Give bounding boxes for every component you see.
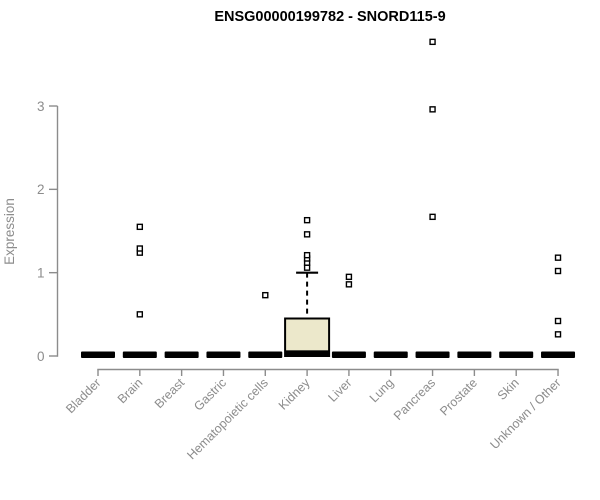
median-line [331, 351, 366, 358]
median-line [415, 351, 450, 358]
outlier-point [429, 38, 436, 46]
x-tick-label: Unknown / Other [487, 376, 563, 452]
outlier-point [303, 231, 311, 238]
outlier-point [429, 213, 436, 221]
x-tick-label: Hematopoietic cells [184, 376, 271, 463]
median-line [122, 351, 157, 358]
outlier-point [303, 251, 311, 259]
outlier-point [136, 245, 144, 252]
x-tick-label: Pancreas [391, 376, 438, 423]
box [284, 317, 331, 357]
x-tick-label: Prostate [437, 376, 480, 419]
outlier-point [554, 267, 562, 275]
y-tick-label: 2 [37, 182, 45, 197]
y-tick-label: 0 [37, 349, 45, 364]
outlier-point [554, 254, 562, 261]
outlier-point [136, 311, 144, 318]
chart-title: ENSG00000199782 - SNORD115-9 [214, 9, 445, 25]
outlier-point [554, 317, 562, 325]
outlier-point [136, 223, 144, 231]
median-line [457, 351, 492, 358]
y-axis-title: Expression [2, 198, 17, 265]
median-line [248, 351, 283, 358]
x-tick-label: Lung [367, 376, 397, 406]
median-line [81, 351, 115, 358]
outlier-point [554, 331, 562, 338]
median-line [373, 351, 408, 358]
median-line [164, 351, 199, 358]
outlier-point [429, 106, 436, 113]
x-tick-label: Brain [115, 376, 146, 407]
median-line [499, 351, 534, 358]
median-line [206, 351, 241, 358]
plot-area: 0 1 2 3 Bladder Brain Breast GastricHematopoiet… [37, 38, 576, 463]
x-tick-label: Gastric [191, 376, 229, 414]
outlier-point [303, 216, 311, 224]
outlier-point [345, 281, 353, 288]
x-tick-label: Bladder [63, 376, 103, 416]
y-tick-label: 3 [37, 99, 45, 114]
y-tick-label: 1 [37, 265, 45, 280]
x-tick-label: Skin [495, 376, 522, 403]
x-tick-label: Liver [325, 376, 354, 405]
median-line [541, 351, 576, 358]
outlier-point [345, 273, 353, 281]
x-tick-label: Breast [152, 375, 188, 411]
x-tick-label: Kidney [276, 375, 313, 412]
outlier-point [303, 264, 311, 271]
median-line [285, 350, 330, 357]
outlier-point [262, 291, 269, 299]
